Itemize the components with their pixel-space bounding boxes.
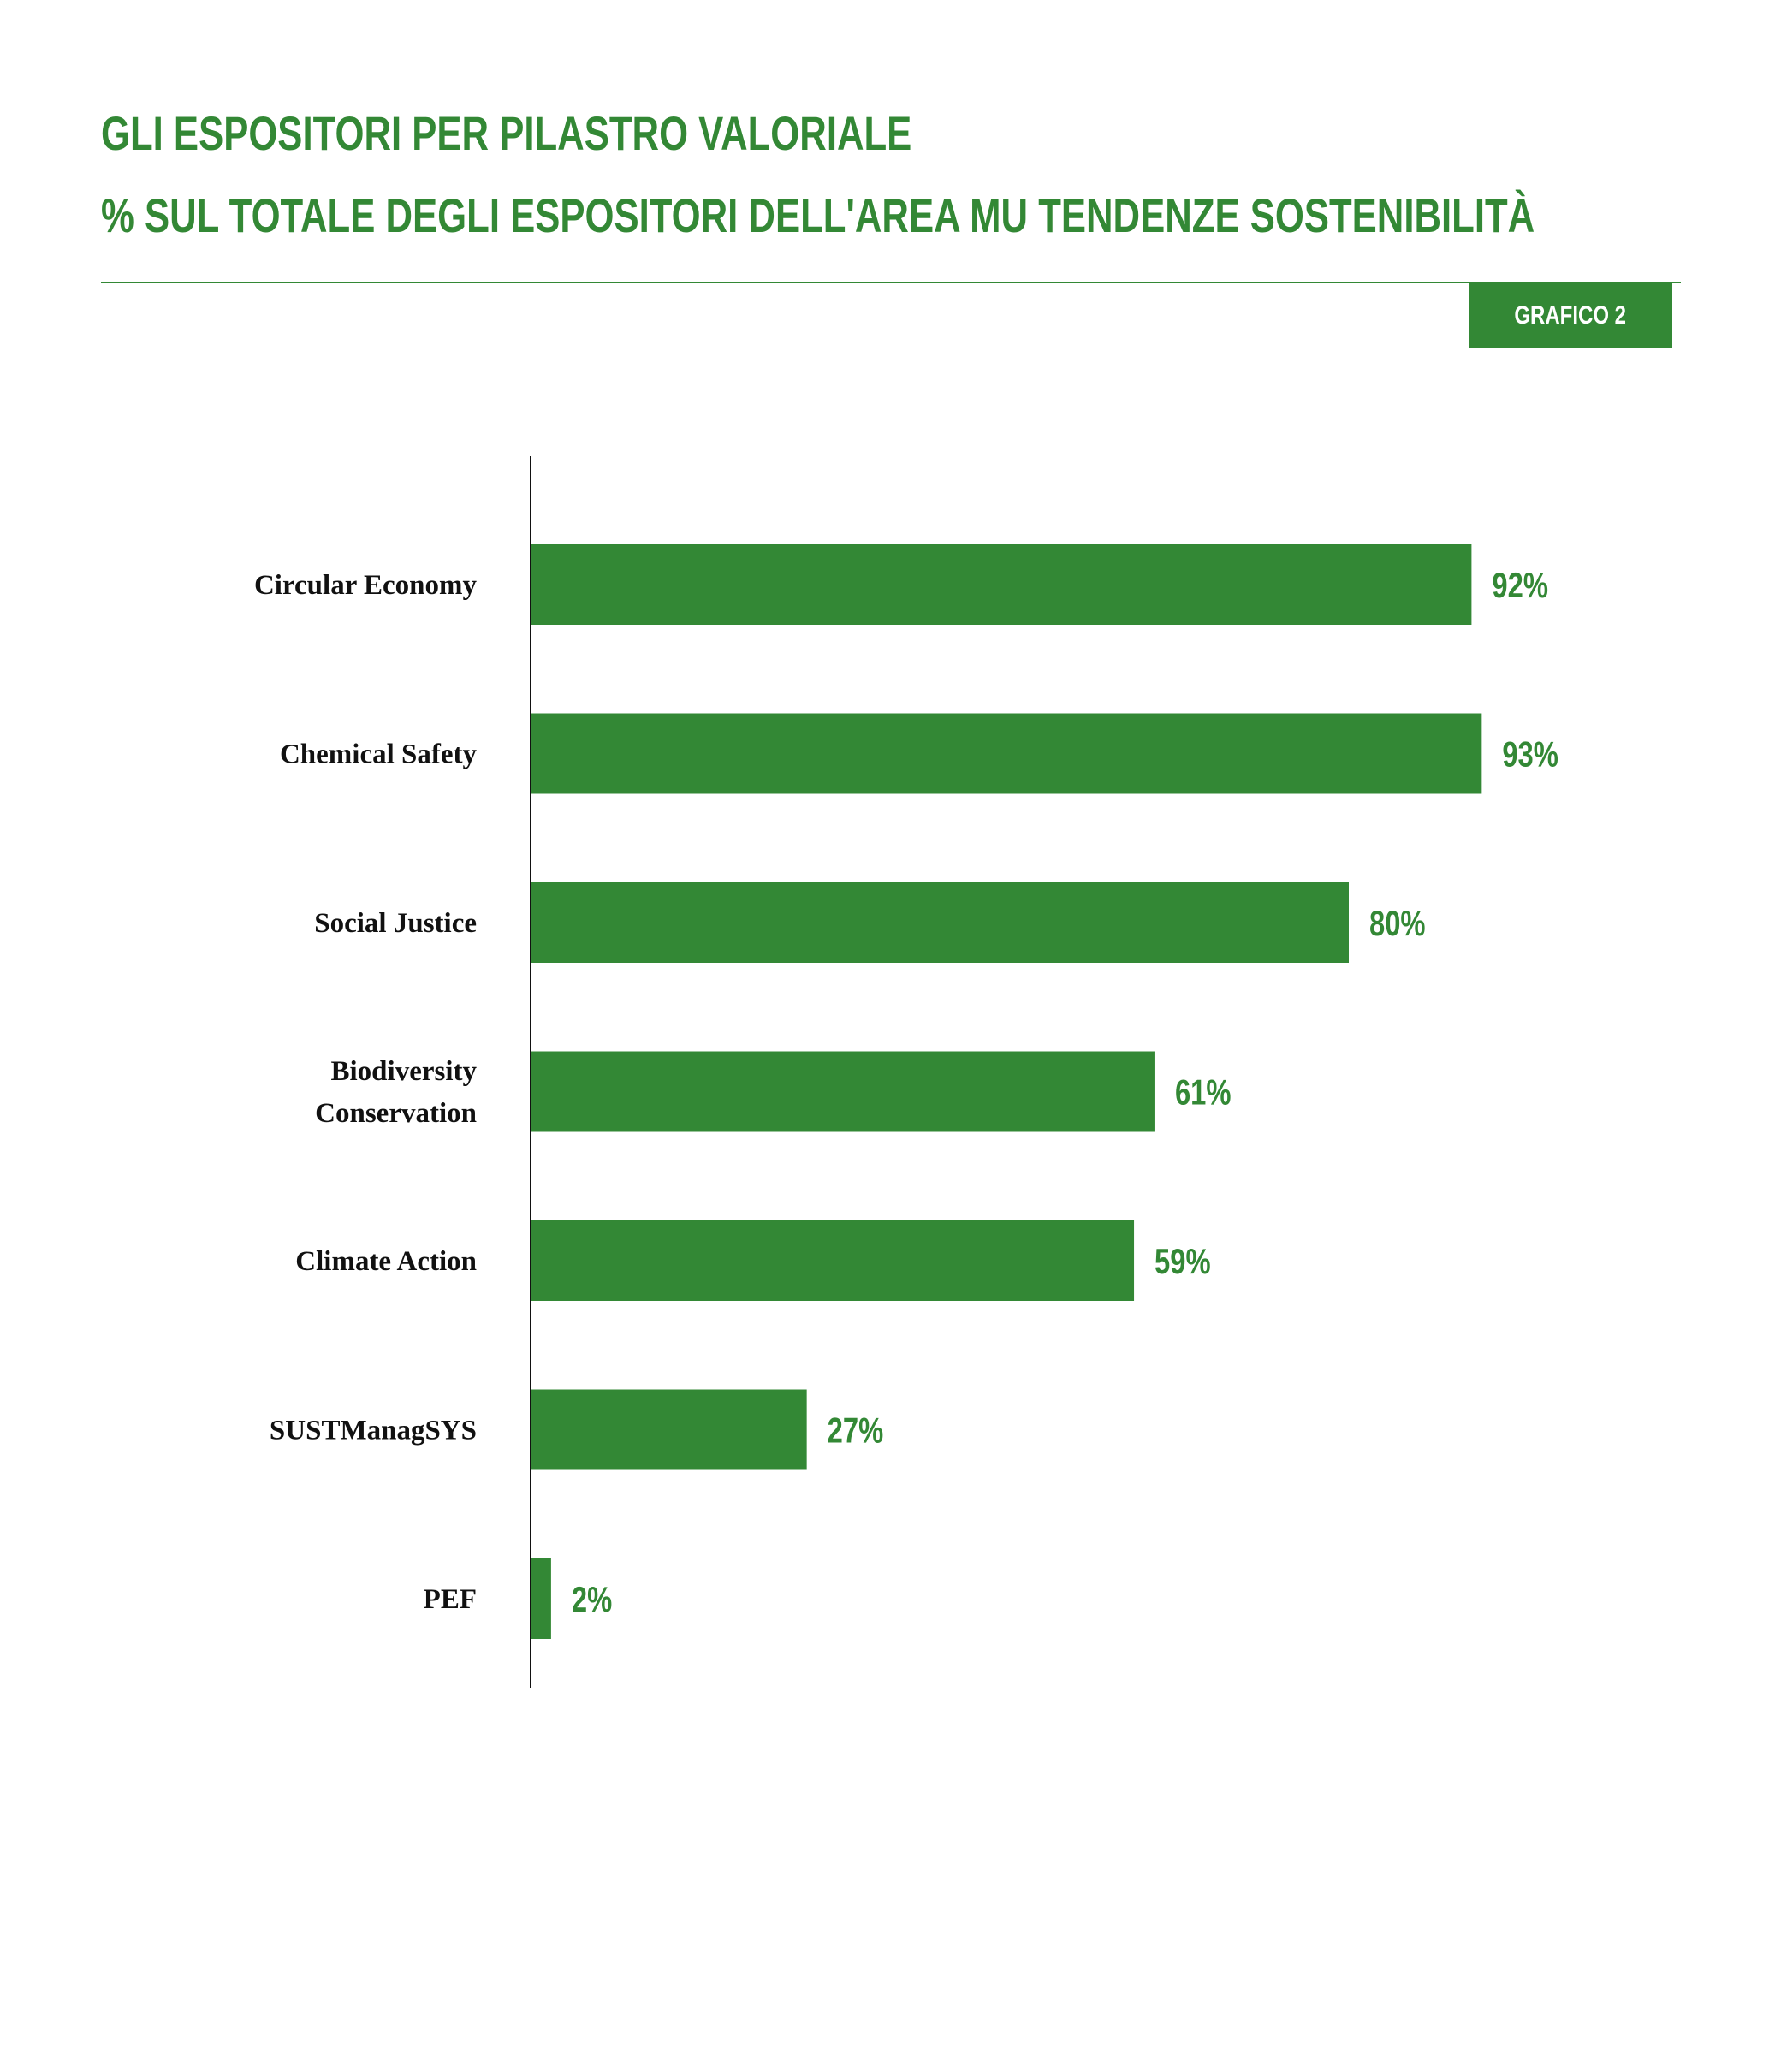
category-label: Conservation [315, 1098, 477, 1129]
category-label: Chemical Safety [280, 739, 478, 770]
data-label: 27% [828, 1410, 884, 1451]
header-divider [101, 282, 1681, 283]
bar [531, 544, 1472, 625]
data-label: 92% [1492, 565, 1548, 605]
bar [531, 1220, 1135, 1301]
bar [531, 1389, 807, 1470]
bar [531, 882, 1349, 963]
bar [531, 713, 1482, 794]
data-label: 80% [1369, 903, 1426, 943]
bar [531, 1051, 1155, 1132]
data-label: 93% [1502, 734, 1558, 775]
chart-subtitle: % SUL TOTALE DEGLI ESPOSITORI DELL'AREA … [101, 188, 1535, 242]
category-label: PEF [424, 1584, 477, 1615]
chart-number-badge: GRAFICO 2 [1469, 282, 1672, 348]
data-label: 61% [1175, 1072, 1232, 1113]
category-label: Circular Economy [254, 570, 478, 601]
bar [531, 1558, 551, 1639]
category-label: Social Justice [314, 908, 477, 939]
chart-title-block: GLI ESPOSITORI PER PILASTRO VALORIALE % … [101, 92, 1684, 257]
chart-title: GLI ESPOSITORI PER PILASTRO VALORIALE [101, 106, 912, 160]
category-label: SUSTManagSYS [270, 1416, 477, 1446]
data-label: 59% [1155, 1241, 1211, 1281]
category-label: Climate Action [295, 1246, 477, 1277]
data-label: 2% [572, 1579, 612, 1619]
chart-number-label: GRAFICO 2 [1514, 300, 1627, 330]
category-label: Biodiversity [331, 1056, 478, 1087]
